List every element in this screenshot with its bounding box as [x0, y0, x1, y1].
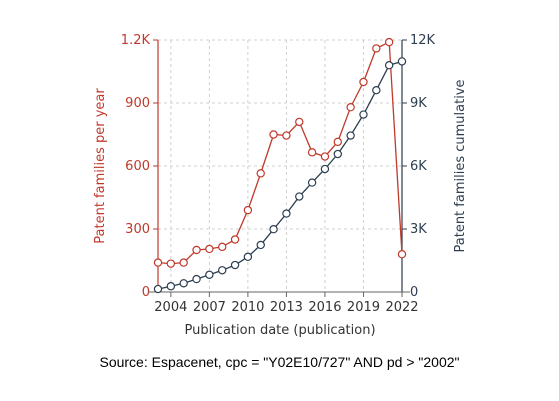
right-y-axis-title: Patent families cumulative: [453, 79, 468, 252]
cumulative-point: [218, 266, 227, 275]
x-tick-label: 2004: [154, 300, 187, 315]
right-tick-label: 0: [410, 285, 418, 300]
left-tick-label: 600: [125, 159, 150, 174]
per_year-point: [230, 235, 240, 244]
per_year-point: [166, 259, 176, 268]
series-layer: [153, 37, 407, 294]
cumulative-point: [166, 282, 176, 291]
cumulative-point: [230, 260, 240, 270]
cumulative-point: [205, 270, 214, 279]
x-tick-label: 2019: [347, 300, 380, 315]
cumulative-point: [320, 164, 330, 174]
cumulative-point: [269, 225, 278, 234]
x-axis-title: Publication date (publication): [184, 323, 375, 338]
left-tick-label: 300: [125, 222, 150, 237]
left-y-axis: 0 300 600 900 1.2K: [121, 33, 159, 300]
right-tick-label: 6K: [410, 159, 427, 174]
per_year-point: [205, 244, 214, 254]
cumulative-point: [179, 279, 188, 288]
per_year-series-line: [157, 41, 403, 265]
per_year-point: [269, 130, 278, 139]
per_year-point: [282, 131, 291, 140]
left-tick-label: 1.2K: [121, 33, 151, 48]
left-y-axis-title: Patent families per year: [93, 88, 108, 244]
per_year-point: [333, 137, 342, 147]
per_year-point: [384, 37, 394, 47]
per_year-point: [179, 258, 188, 267]
per_year-point: [372, 44, 381, 53]
per_year-point: [256, 169, 265, 178]
cumulative-point: [192, 274, 201, 284]
left-tick-label: 0: [142, 285, 150, 300]
per_year-point: [192, 245, 201, 255]
x-tick-label: 2016: [308, 300, 341, 315]
per_year-point: [397, 249, 407, 259]
x-tick-label: 2022: [385, 300, 418, 315]
source-caption: Source: Espacenet, cpc = "Y02E10/727" AN…: [99, 354, 460, 370]
x-tick-label: 2013: [270, 300, 303, 315]
cumulative-point: [307, 178, 317, 187]
per_year-point: [320, 152, 330, 161]
cumulative-point: [295, 192, 304, 201]
cumulative-point: [359, 110, 368, 119]
right-tick-label: 12K: [410, 33, 436, 48]
cumulative-point: [346, 131, 355, 140]
per_year-point: [153, 258, 163, 267]
per_year-point: [243, 205, 253, 215]
cumulative-point: [384, 60, 394, 70]
cumulative-point: [397, 57, 407, 66]
cumulative-point: [243, 252, 253, 262]
right-tick-label: 3K: [410, 222, 427, 237]
cumulative-point: [256, 240, 265, 250]
cumulative-point: [333, 149, 342, 159]
per_year-point: [307, 148, 317, 157]
right-y-axis: 0 3K 6K 9K 12K: [401, 33, 436, 300]
per_year-point: [218, 242, 227, 252]
cumulative-point: [372, 85, 381, 95]
per_year-point: [359, 77, 368, 87]
cumulative-point: [282, 209, 291, 218]
cumulative-series-line: [157, 60, 403, 290]
cumulative-point: [153, 284, 163, 294]
per_year-point: [295, 117, 304, 127]
per_year-point: [346, 102, 355, 112]
x-tick-label: 2007: [193, 300, 226, 315]
right-tick-label: 9K: [410, 96, 427, 111]
left-tick-label: 900: [125, 96, 150, 111]
x-tick-label: 2010: [231, 300, 264, 315]
x-axis: 2004 2007 2010 2013 2016 2019 2022: [148, 291, 419, 315]
